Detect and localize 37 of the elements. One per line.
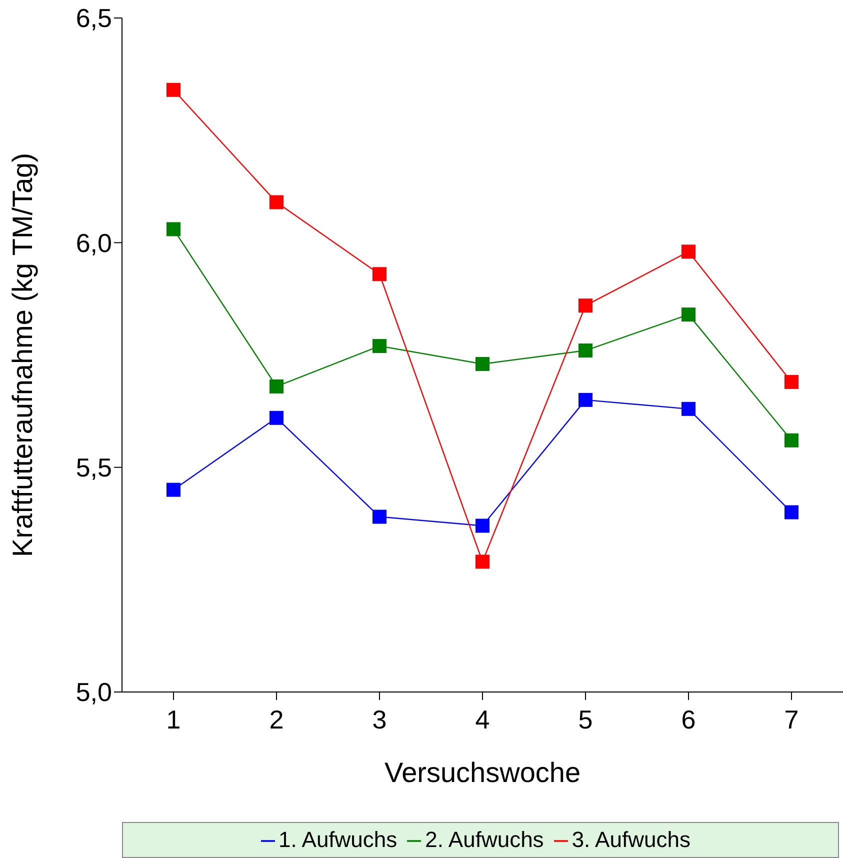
x-tick-label: 6: [681, 704, 696, 734]
y-tick-label: 5,5: [76, 452, 112, 483]
y-tick-label: 6,5: [76, 3, 112, 34]
x-tick-label: 1: [166, 704, 181, 734]
point: [682, 402, 696, 416]
point: [372, 339, 386, 354]
point: [166, 482, 180, 497]
point: [166, 222, 180, 236]
legend-label: 2. Aufwuchs: [425, 827, 544, 852]
legend-label: 1. Aufwuchs: [278, 827, 398, 852]
x-tick-label: 4: [475, 704, 490, 734]
point: [578, 344, 592, 358]
point: [682, 244, 696, 259]
legend-label: 3. Aufwuchs: [572, 827, 690, 852]
y-tick-label: 5,0: [76, 677, 112, 708]
point: [476, 554, 490, 569]
x-tick-label: 3: [372, 704, 387, 734]
x-tick-label: 5: [578, 704, 593, 734]
point: [578, 392, 592, 407]
point: [270, 410, 284, 425]
point: [270, 195, 284, 210]
point: [166, 82, 180, 97]
x-axis-title: Versuchswoche: [384, 756, 581, 788]
point: [476, 518, 490, 533]
point: [372, 267, 386, 282]
x-tick-label: 2: [269, 704, 284, 734]
point: [372, 510, 386, 524]
point: [270, 379, 284, 394]
point: [476, 356, 490, 371]
x-tick-label: 7: [784, 704, 799, 734]
point: [682, 308, 696, 322]
point: [784, 505, 798, 520]
y-tick-label: 6,0: [76, 228, 112, 258]
point: [578, 298, 592, 313]
point: [784, 374, 798, 389]
y-axis-title: Kraftfutteraufnahme (kg TM/Tag): [6, 152, 38, 558]
point: [784, 433, 798, 448]
